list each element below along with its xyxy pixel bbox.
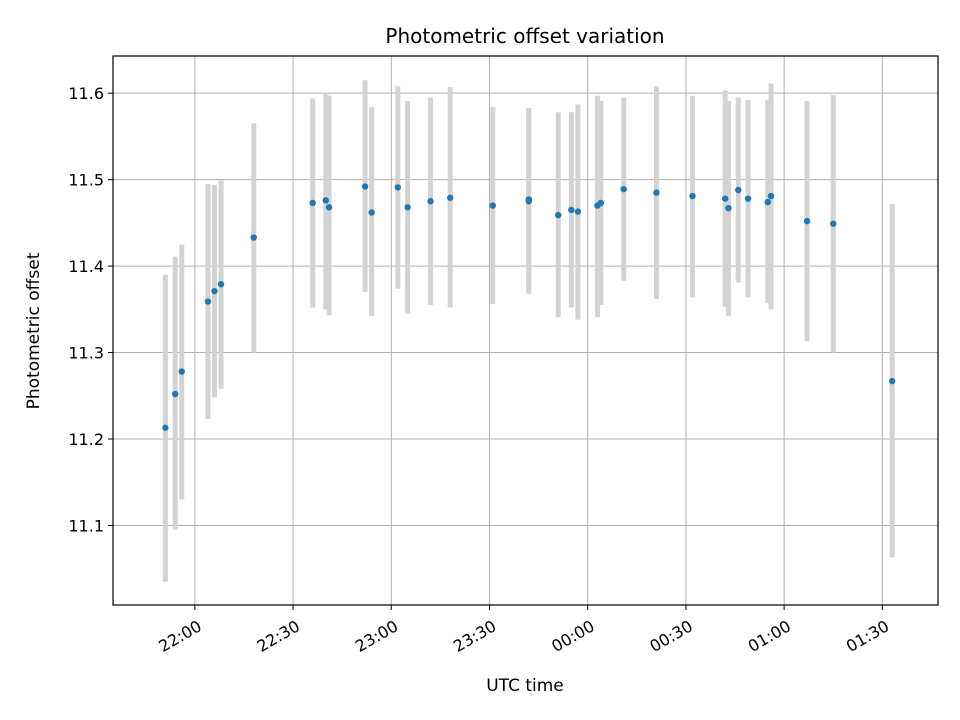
data-point (178, 368, 185, 375)
plot-area (113, 56, 938, 605)
data-point (211, 287, 218, 295)
data-point (172, 390, 179, 398)
data-point (620, 185, 627, 193)
y-tick-label: 11.1 (68, 516, 104, 535)
data-point (322, 197, 329, 204)
data-points (162, 183, 896, 431)
y-tick-label: 11.2 (68, 430, 104, 449)
y-axis-label: Photometric offset (24, 252, 44, 409)
chart-title: Photometric offset variation (385, 24, 664, 48)
data-point (597, 199, 604, 207)
y-tick-label: 11.6 (68, 84, 104, 103)
data-point (325, 204, 333, 211)
data-point (217, 281, 225, 288)
data-point (250, 234, 257, 241)
data-point (368, 209, 375, 216)
data-point (744, 195, 752, 202)
data-point (689, 192, 696, 200)
data-point (361, 183, 369, 190)
data-point (447, 194, 454, 201)
x-axis-label: UTC time (486, 676, 564, 696)
data-point (767, 192, 775, 200)
data-point (888, 377, 896, 385)
data-point (404, 204, 411, 211)
data-point (525, 198, 532, 205)
data-point (653, 189, 660, 196)
data-point (427, 198, 434, 205)
data-point (764, 198, 771, 206)
data-point (309, 199, 316, 207)
data-point (555, 211, 562, 219)
grid (113, 56, 938, 605)
data-point (162, 424, 169, 431)
y-tick-label: 11.3 (68, 344, 104, 363)
y-tick-label: 11.4 (68, 257, 104, 276)
data-point (489, 202, 496, 209)
data-point (394, 184, 402, 191)
y-tick-label: 11.5 (68, 171, 104, 190)
y-axis-ticks: 11.1 11.2 11.3 11.4 11.5 11.6 (68, 84, 113, 535)
data-point (725, 204, 732, 212)
data-point (830, 220, 837, 227)
data-point (574, 208, 582, 215)
data-point (204, 298, 212, 305)
data-point (722, 195, 729, 202)
plot-frame (112, 55, 939, 606)
data-point (803, 217, 811, 225)
data-point (568, 206, 575, 214)
data-point (735, 186, 742, 194)
